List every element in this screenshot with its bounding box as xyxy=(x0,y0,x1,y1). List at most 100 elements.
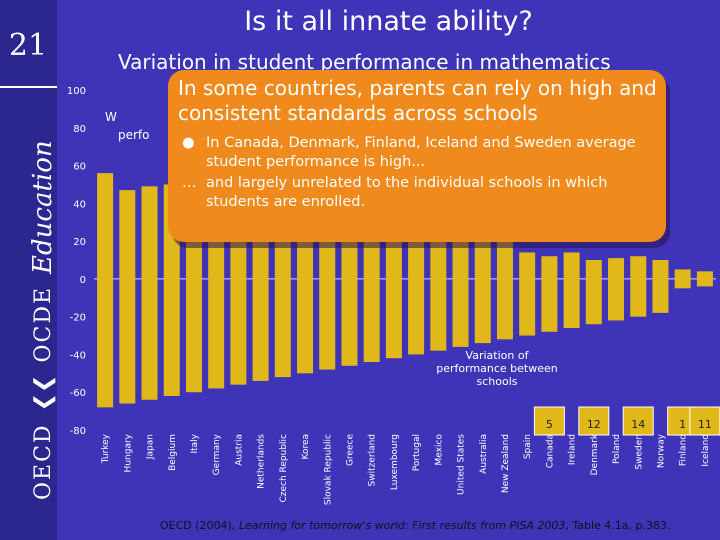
x-tick-label: Sweden xyxy=(634,434,644,470)
bar-positive xyxy=(696,271,713,279)
callout-item: ● In Canada, Denmark, Finland, Iceland a… xyxy=(180,134,660,172)
x-tick-label: Austria xyxy=(234,434,244,466)
annotation-text: Variation of xyxy=(466,349,530,362)
x-tick-label: Luxembourg xyxy=(390,434,400,490)
x-tick-label: Canada xyxy=(545,434,555,468)
ellipsis-icon: … xyxy=(182,175,197,191)
bar-negative xyxy=(385,278,402,359)
bar-negative xyxy=(630,278,647,317)
x-tick-label: Belgium xyxy=(168,434,178,471)
bar-negative xyxy=(297,278,314,374)
bar-negative xyxy=(141,278,158,400)
annotation-value: 5 xyxy=(546,418,553,431)
y-tick-label: -40 xyxy=(70,350,86,361)
bar-negative xyxy=(163,278,180,396)
bar-positive xyxy=(674,269,691,279)
bar-negative xyxy=(408,278,425,355)
y-tick-label: 80 xyxy=(73,124,86,135)
callout-item-text: and largely unrelated to the individual … xyxy=(206,175,608,210)
page-title: Is it all innate ability? xyxy=(244,6,533,37)
bar-positive xyxy=(608,258,625,279)
x-tick-label: Denmark xyxy=(590,433,600,475)
hidden-label-perf: perfo xyxy=(118,128,150,142)
x-tick-label: United States xyxy=(457,434,467,495)
annotation-value: 1 xyxy=(679,418,686,431)
x-tick-label: Korea xyxy=(301,434,311,460)
y-tick-label: -20 xyxy=(70,313,86,324)
bar-negative xyxy=(452,278,469,347)
y-tick-label: 20 xyxy=(73,237,86,248)
x-tick-label: Mexico xyxy=(434,434,444,466)
bar-positive xyxy=(496,241,513,279)
annotation-value: 14 xyxy=(631,418,645,431)
annotation-box xyxy=(622,406,654,436)
x-tick-label: Switzerland xyxy=(368,434,378,487)
bar-negative xyxy=(341,278,358,366)
bar-positive xyxy=(141,186,158,279)
x-tick-label: New Zealand xyxy=(501,434,511,493)
x-tick-label: Finland xyxy=(679,434,689,466)
bar-negative xyxy=(119,278,136,404)
bar-positive xyxy=(541,256,558,279)
callout-list: ● In Canada, Denmark, Finland, Iceland a… xyxy=(180,134,660,214)
y-tick-label: 40 xyxy=(73,199,86,210)
bar-positive xyxy=(652,260,669,279)
bar-negative xyxy=(696,278,713,287)
source-prefix: OECD (2004), xyxy=(160,519,239,532)
x-tick-label: Hungary xyxy=(123,433,133,472)
x-tick-label: Slovak Republic xyxy=(323,434,333,505)
callout-heading: In some countries, parents can rely on h… xyxy=(178,76,657,125)
bullet-icon: ● xyxy=(182,135,195,151)
x-tick-label: Poland xyxy=(612,434,622,464)
bar-negative xyxy=(319,278,336,370)
x-tick-label: Ireland xyxy=(568,434,578,465)
x-tick-label: Japan xyxy=(146,434,156,460)
callout-item: … and largely unrelated to the individua… xyxy=(180,174,660,212)
x-tick-label: Greece xyxy=(345,434,355,466)
y-tick-label: 0 xyxy=(80,275,86,286)
bar-negative xyxy=(274,278,291,378)
bar-positive xyxy=(630,256,647,279)
x-tick-label: Portugal xyxy=(412,434,422,471)
bar-negative xyxy=(652,278,669,313)
x-tick-label: Norway xyxy=(656,433,666,468)
bar-negative xyxy=(430,278,447,351)
bar-positive xyxy=(474,241,491,279)
bar-negative xyxy=(585,278,602,325)
bar-negative xyxy=(230,278,247,385)
bar-positive xyxy=(452,237,469,279)
bar-positive xyxy=(97,173,114,279)
source-suffix: , Table 4.1a, p.383. xyxy=(565,519,671,532)
x-tick-label: Czech Republic xyxy=(279,434,289,503)
y-tick-label: -60 xyxy=(70,388,86,399)
y-tick-label: -80 xyxy=(70,426,86,437)
annotation-box xyxy=(578,406,610,436)
bar-negative xyxy=(363,278,380,362)
y-tick-label: 60 xyxy=(73,162,86,173)
bar-negative xyxy=(474,278,491,344)
bar-negative xyxy=(496,278,513,340)
x-tick-label: Netherlands xyxy=(257,434,267,489)
slide-number: 21 xyxy=(8,28,48,63)
bar-negative xyxy=(208,278,225,389)
annotation-value: 12 xyxy=(587,418,601,431)
bar-positive xyxy=(563,252,580,279)
source-title: Learning for tomorrow's world: First res… xyxy=(238,519,566,532)
bar-positive xyxy=(385,231,402,279)
sidebar-divider xyxy=(0,86,57,88)
x-tick-label: Turkey xyxy=(101,433,111,464)
bar-negative xyxy=(674,278,691,289)
x-tick-label: Spain xyxy=(523,434,533,459)
x-tick-label: Australia xyxy=(479,434,489,474)
x-tick-label: Germany xyxy=(212,433,222,475)
bar-negative xyxy=(97,278,114,408)
callout-item-text: In Canada, Denmark, Finland, Iceland and… xyxy=(206,135,636,170)
bar-positive xyxy=(585,260,602,279)
bar-positive xyxy=(519,252,536,279)
bar-negative xyxy=(608,278,625,321)
y-tick-label: 100 xyxy=(67,86,86,97)
bar-negative xyxy=(252,278,269,381)
annotation-text: performance between xyxy=(436,362,558,375)
bar-negative xyxy=(185,278,202,393)
